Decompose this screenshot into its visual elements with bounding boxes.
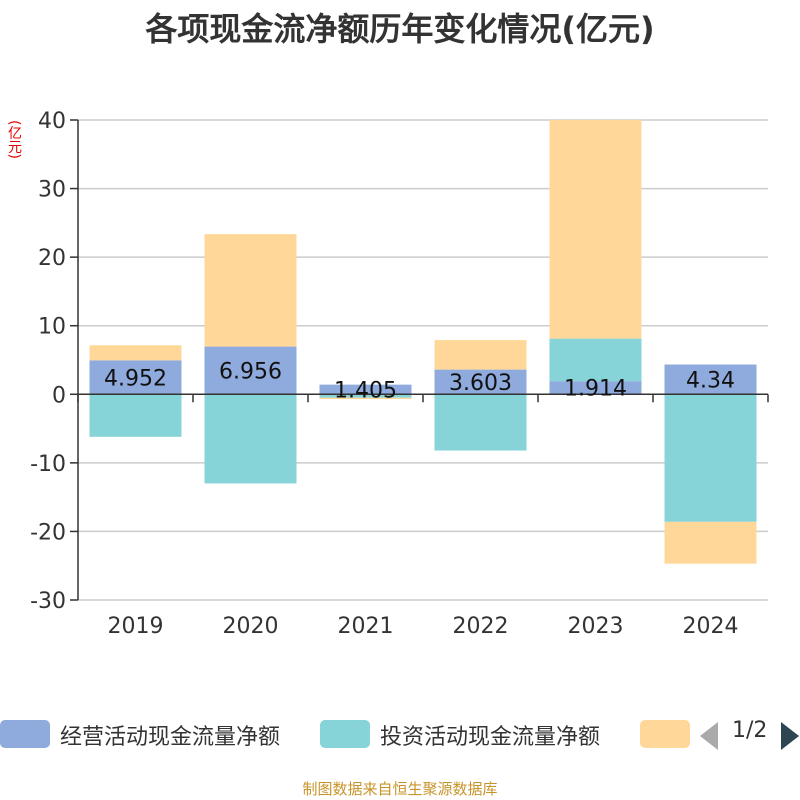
bar-2024-series-2 — [664, 394, 757, 522]
bar-2023-series-1 — [549, 381, 642, 395]
x-tick-label-2023: 2023 — [568, 614, 624, 639]
legend: 经营活动现金流量净额 投资活动现金流量净额 1/2 — [0, 716, 800, 756]
data-label-2024: 4.34 — [686, 368, 735, 393]
bar-2019-series-3 — [89, 345, 182, 361]
y-tick-label: -20 — [30, 520, 66, 545]
legend-swatch-third — [640, 720, 690, 748]
legend-label-investing: 投资活动现金流量净额 — [380, 725, 601, 750]
x-tick-label-2021: 2021 — [338, 614, 394, 639]
legend-page-indicator: 1/2 — [732, 718, 768, 743]
legend-swatch-investing — [320, 720, 370, 748]
legend-swatch-operating — [0, 720, 50, 748]
y-tick-label: -30 — [30, 589, 66, 614]
bar-2020-series-1 — [204, 346, 297, 395]
y-tick-label: 40 — [38, 109, 66, 134]
bar-2021-series-3 — [319, 397, 412, 400]
bar-2020-series-2 — [204, 394, 297, 484]
data-label-2021: 1.405 — [334, 378, 397, 403]
y-tick-label: 10 — [38, 315, 66, 340]
x-tick-label-2022: 2022 — [453, 614, 509, 639]
y-tick-label: -10 — [30, 452, 66, 477]
legend-prev-arrow-icon[interactable] — [700, 722, 718, 750]
bar-2022-series-3 — [434, 340, 527, 370]
chart-title: 各项现金流净额历年变化情况(亿元) — [145, 10, 655, 48]
data-label-2023: 1.914 — [564, 377, 627, 402]
bar-2021-series-2 — [319, 394, 412, 398]
y-tick-label: 30 — [38, 178, 66, 203]
bar-2022-series-2 — [434, 394, 527, 451]
x-tick-label-2019: 2019 — [108, 614, 164, 639]
data-label-2019: 4.952 — [104, 366, 167, 391]
legend-item-operating[interactable]: 经营活动现金流量净额 — [0, 716, 310, 752]
x-tick-label-2020: 2020 — [223, 614, 279, 639]
data-label-2022: 3.603 — [449, 371, 512, 396]
bar-2019-series-1 — [89, 360, 182, 395]
y-tick-label: 0 — [52, 383, 66, 408]
bar-2020-series-3 — [204, 234, 297, 347]
legend-label-operating: 经营活动现金流量净额 — [60, 725, 281, 750]
y-axis-unit-label: (亿元) — [6, 120, 22, 159]
data-label-2020: 6.956 — [219, 359, 282, 384]
bar-2019-series-2 — [89, 394, 182, 437]
y-tick-label: 20 — [38, 246, 66, 271]
source-footer: 制图数据来自恒生聚源数据库 — [302, 780, 498, 798]
bar-2024-series-1 — [664, 364, 757, 395]
legend-item-third[interactable] — [640, 716, 692, 752]
legend-next-arrow-icon[interactable] — [781, 722, 799, 750]
bar-2023-series-2 — [549, 338, 642, 382]
bar-2021-series-1 — [319, 384, 412, 395]
bar-2023-series-3 — [549, 119, 642, 339]
x-tick-label-2024: 2024 — [683, 614, 739, 639]
legend-pager: 1/2 — [700, 718, 800, 754]
legend-item-investing[interactable]: 投资活动现金流量净额 — [320, 716, 630, 752]
bar-2022-series-1 — [434, 369, 527, 395]
chart-plot: -30 -20 -10 0 10 20 30 40 4.952 6.956 1.405 3.603 1.… — [30, 109, 769, 639]
bar-2024-series-3 — [664, 521, 757, 564]
